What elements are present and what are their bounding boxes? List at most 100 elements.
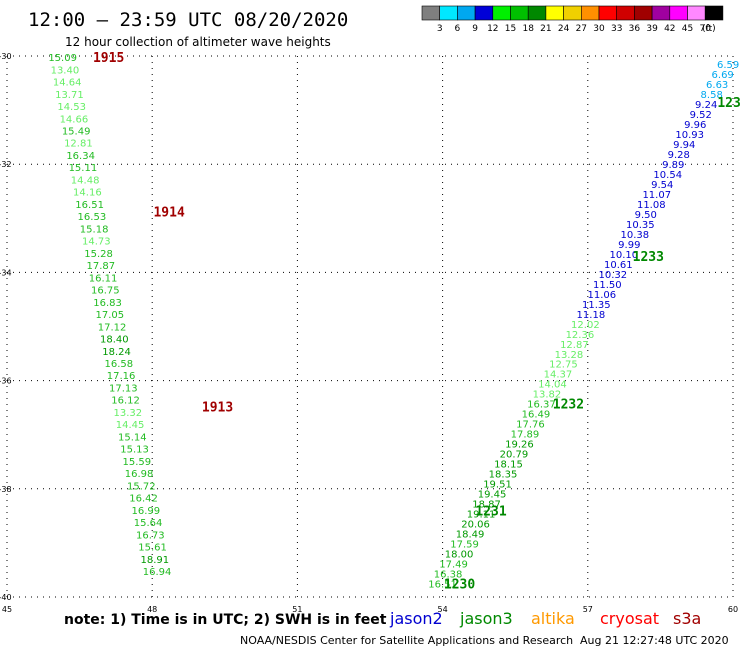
wave-height-value: 12.87 bbox=[560, 340, 589, 351]
wave-height-value: 9.99 bbox=[618, 240, 640, 251]
x-tick-label: 51 bbox=[292, 605, 302, 614]
y-tick-label: -30 bbox=[0, 52, 12, 61]
wave-height-value: 16.34 bbox=[66, 151, 95, 162]
wave-height-value: 16.49 bbox=[522, 410, 551, 421]
wave-height-value: 16.53 bbox=[78, 212, 107, 223]
wave-height-value: 16.38 bbox=[434, 569, 463, 580]
wave-height-value: 15.18 bbox=[80, 224, 109, 235]
legend-label: 21 bbox=[540, 24, 551, 34]
wave-height-value: 16.11 bbox=[89, 273, 118, 284]
wave-height-value: 20.06 bbox=[461, 520, 490, 531]
legend-label: 24 bbox=[558, 24, 570, 34]
wave-height-value: 15.64 bbox=[134, 518, 163, 529]
pass-time-label: 1230 bbox=[444, 577, 475, 592]
legend-label: 33 bbox=[611, 24, 622, 34]
wave-height-value: 16.98 bbox=[125, 469, 154, 480]
wave-height-value: 17.49 bbox=[439, 559, 468, 570]
wave-height-value: 15.59 bbox=[122, 457, 151, 468]
wave-height-value: 17.87 bbox=[87, 261, 116, 272]
wave-height-value: 17.13 bbox=[109, 383, 138, 394]
wave-height-value: 13.82 bbox=[533, 390, 562, 401]
legend-swatch bbox=[634, 5, 653, 21]
legend-swatch bbox=[651, 5, 671, 21]
pass-time-label: 1914 bbox=[153, 205, 184, 220]
legend-swatch bbox=[492, 5, 511, 21]
wave-height-value: 14.48 bbox=[71, 175, 100, 186]
wave-height-value: 16.58 bbox=[105, 359, 134, 370]
track-jason3: 16.5116.3817.4918.0017.5918.4920.0619.11… bbox=[428, 60, 740, 592]
legend-swatch bbox=[669, 5, 688, 21]
legend-swatch bbox=[616, 5, 635, 21]
legend-swatch bbox=[439, 5, 458, 21]
wave-height-value: 11.08 bbox=[637, 200, 666, 211]
wave-height-value: 10.10 bbox=[610, 250, 639, 261]
wave-height-value: 16.37 bbox=[527, 400, 556, 411]
wave-height-value: 11.50 bbox=[593, 280, 622, 291]
wave-height-value: 16.99 bbox=[131, 506, 160, 517]
wave-height-value: 16.73 bbox=[136, 530, 165, 541]
legend-label: 70 bbox=[699, 24, 711, 34]
x-tick-label: 45 bbox=[2, 605, 12, 614]
satellite-legend-cryosat: cryosat bbox=[600, 609, 659, 628]
wave-height-value: 19.11 bbox=[467, 510, 496, 521]
legend-swatch bbox=[563, 5, 582, 21]
legend-swatch bbox=[598, 5, 618, 21]
legend-label: 42 bbox=[664, 24, 675, 34]
wave-height-value: 16.12 bbox=[111, 396, 140, 407]
generated-timestamp: Aug 21 12:27:48 UTC 2020 bbox=[580, 634, 729, 647]
wave-height-value: 17.76 bbox=[516, 420, 545, 431]
wave-height-value: 15.61 bbox=[138, 543, 167, 554]
x-tick-label: 48 bbox=[147, 605, 157, 614]
wave-height-value: 9.52 bbox=[690, 110, 712, 121]
wave-height-value: 9.24 bbox=[695, 100, 717, 111]
legend-label: 12 bbox=[487, 24, 498, 34]
wave-height-value: 15.13 bbox=[120, 445, 149, 456]
x-tick-label: 54 bbox=[438, 605, 448, 614]
wave-height-value: 15.49 bbox=[62, 127, 91, 138]
axes: 45 48 51 54 57 60 -30 -32 -34 -36 -38 -40 bbox=[0, 52, 738, 614]
legend-label: 9 bbox=[472, 24, 478, 34]
wave-height-value: 10.38 bbox=[620, 230, 649, 241]
wave-height-value: 14.66 bbox=[60, 114, 89, 125]
wave-height-value: 13.32 bbox=[114, 408, 143, 419]
wave-height-value: 14.73 bbox=[82, 237, 111, 248]
wave-height-value: 18.00 bbox=[445, 550, 474, 561]
wave-height-value: 8.58 bbox=[701, 90, 723, 101]
wave-height-value: 11.06 bbox=[588, 290, 617, 301]
pass-time-label: 1232 bbox=[553, 397, 584, 412]
satellite-legend-s3a: s3a bbox=[673, 609, 701, 628]
legend-label: 6 bbox=[455, 24, 461, 34]
satellite-legend-jason3: jason3 bbox=[459, 609, 513, 628]
wave-height-value: 10.54 bbox=[653, 170, 682, 181]
wave-height-value: 15.72 bbox=[127, 481, 156, 492]
legend-swatch bbox=[527, 5, 547, 21]
legend-label: 18 bbox=[522, 24, 534, 34]
wave-height-value: 14.45 bbox=[116, 420, 145, 431]
wave-height-value: 18.87 bbox=[472, 500, 501, 511]
wave-height-value: 16.75 bbox=[91, 286, 120, 297]
wave-height-value: 19.51 bbox=[483, 480, 512, 491]
wave-height-value: 15.09 bbox=[48, 53, 77, 64]
footnote: note: 1) Time is in UTC; 2) SWH is in fe… bbox=[64, 612, 387, 628]
wave-height-value: 6.59 bbox=[717, 60, 739, 71]
wave-height-value: 13.71 bbox=[55, 90, 84, 101]
wave-height-value: 16.51 bbox=[428, 579, 457, 590]
wave-height-value: 9.28 bbox=[668, 150, 690, 161]
pass-time-label: 1233 bbox=[717, 96, 740, 111]
wave-height-value: 14.04 bbox=[538, 380, 567, 391]
grid bbox=[6, 55, 734, 598]
wave-height-value: 18.15 bbox=[494, 460, 523, 471]
wave-height-value: 17.05 bbox=[96, 310, 125, 321]
legend-swatch bbox=[474, 5, 494, 21]
wave-height-value: 15.11 bbox=[69, 163, 98, 174]
wave-height-value: 12.36 bbox=[566, 330, 595, 341]
legend-unit: (ft) bbox=[702, 24, 716, 34]
wave-height-value: 16.51 bbox=[75, 200, 104, 211]
wave-height-value: 15.14 bbox=[118, 432, 147, 443]
pass-time-label: 1233 bbox=[633, 250, 664, 265]
wave-height-value: 13.40 bbox=[51, 65, 80, 76]
